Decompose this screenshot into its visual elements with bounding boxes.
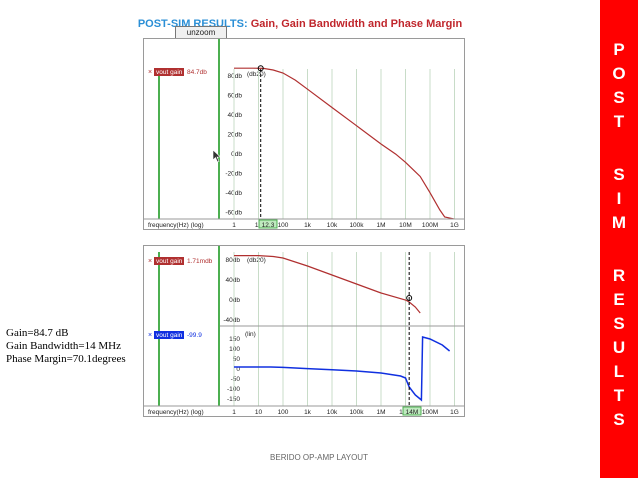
banner-letter: O — [612, 64, 626, 83]
y-tick-label: 60db — [228, 93, 243, 100]
x-axis-label: frequency(Hz) (log) — [148, 409, 204, 416]
banner-letter: M — [611, 213, 627, 232]
x-axis-label: frequency(Hz) (log) — [148, 222, 204, 229]
x-tick-label: 1k — [304, 409, 312, 416]
svg-text:×: × — [148, 258, 152, 265]
slide-footer: BERIDO OP-AMP LAYOUT — [270, 453, 368, 462]
y-tick-label: 50 — [233, 356, 241, 363]
side-banner: P O S T S I M R E S U L T S — [600, 0, 638, 478]
y-tick-label: -50 — [231, 376, 241, 383]
gain-plot-window: × vout gain 84.7db 80db60db40db20db0db-2… — [143, 38, 465, 230]
gain-trace — [234, 255, 421, 314]
x-tick-label: 1M — [376, 409, 385, 416]
banner-letter: U — [612, 338, 626, 357]
x-tick-label: 1G — [450, 222, 459, 229]
banner-letter: T — [613, 386, 625, 405]
y-tick-label: 0db — [229, 297, 240, 304]
x-tick-label: 10k — [327, 409, 338, 416]
trace-swatch-gain[interactable] — [154, 68, 184, 76]
svg-text:×: × — [148, 69, 152, 76]
phase-trace — [234, 336, 451, 402]
y-tick-label: 150 — [229, 336, 240, 343]
cursor-value-gain: 1.71mdb — [187, 258, 213, 265]
banner-letter: S — [613, 410, 625, 429]
x-tick-label: 100M — [422, 409, 438, 416]
y-tick-label: 80db — [226, 257, 241, 264]
banner-letter: E — [613, 290, 625, 309]
gain-phase-plot-svg: × vout gain 1.71mdb × vout gain -99.9 80… — [144, 246, 464, 416]
y-tick-label: 40db — [228, 112, 243, 119]
slide-title: POST-SIM RESULTS: Gain, Gain Bandwidth a… — [0, 18, 600, 30]
phase-unit-label: (lin) — [245, 331, 256, 338]
gain-unit-label: (db20) — [247, 257, 266, 264]
gain-trace — [234, 67, 455, 220]
gbw-result: Gain Bandwidth=14 MHz — [6, 340, 121, 352]
banner-letter: L — [613, 362, 625, 381]
trace-swatch-gain[interactable] — [154, 257, 184, 265]
banner-letter: R — [612, 266, 626, 285]
svg-text:×: × — [148, 332, 152, 339]
trace-swatch-phase[interactable] — [154, 331, 184, 339]
y-tick-label: 80db — [228, 73, 243, 80]
banner-letter: I — [616, 189, 622, 208]
cursor-marker[interactable] — [257, 65, 264, 72]
cursor-freq-readout: 14M — [406, 409, 419, 416]
x-tick-label: 100k — [349, 409, 364, 416]
cursor-value-gain: 84.7db — [187, 69, 207, 76]
x-tick-label: 1 — [232, 409, 236, 416]
y-tick-label: 40db — [226, 277, 241, 284]
gain-result: Gain=84.7 dB — [6, 327, 69, 339]
trace-name-gain[interactable]: vout gain — [156, 258, 183, 265]
cursor-marker[interactable] — [406, 295, 413, 301]
y-tick-label: 0 — [236, 366, 240, 373]
x-tick-label: 100 — [278, 222, 289, 229]
gain-phase-plot-window: × vout gain 1.71mdb × vout gain -99.9 80… — [143, 245, 465, 417]
banner-letter: S — [613, 88, 625, 107]
y-tick-label: -40db — [223, 317, 240, 324]
banner-letter: S — [613, 314, 625, 333]
trace-name-gain[interactable]: vout gain — [156, 69, 183, 76]
x-tick-label: 10k — [327, 222, 338, 229]
y-tick-label: 20db — [228, 132, 243, 139]
banner-letter: P — [613, 40, 625, 59]
x-tick-label: 1G — [450, 409, 459, 416]
banner-letter: S — [613, 165, 625, 184]
x-tick-label: 1M — [376, 222, 385, 229]
y-tick-label: 100 — [229, 346, 240, 353]
results-summary: Gain=84.7 dB Gain Bandwidth=14 MHz Phase… — [6, 327, 126, 366]
x-tick-label: 10M — [399, 222, 412, 229]
trace-name-phase[interactable]: vout gain — [156, 332, 183, 339]
banner-letter: T — [613, 112, 625, 131]
y-tick-label: 0db — [231, 151, 242, 158]
pm-result: Phase Margin=70.1degrees — [6, 353, 126, 365]
x-tick-label: 100 — [278, 409, 289, 416]
x-tick-label: 10 — [255, 409, 263, 416]
x-tick-label: 100M — [422, 222, 438, 229]
y-unit-label: (db20) — [247, 71, 266, 78]
mouse-pointer-icon — [212, 149, 222, 163]
title-rest: Gain, Gain Bandwidth and Phase Margin — [250, 18, 463, 30]
cursor-freq-readout: 12.3 — [262, 222, 275, 229]
cursor-value-phase: -99.9 — [187, 332, 202, 339]
gain-plot-svg: × vout gain 84.7db 80db60db40db20db0db-2… — [144, 39, 464, 229]
x-tick-label: 1 — [232, 222, 236, 229]
x-tick-label: 1k — [304, 222, 312, 229]
x-tick-label: 100k — [349, 222, 364, 229]
